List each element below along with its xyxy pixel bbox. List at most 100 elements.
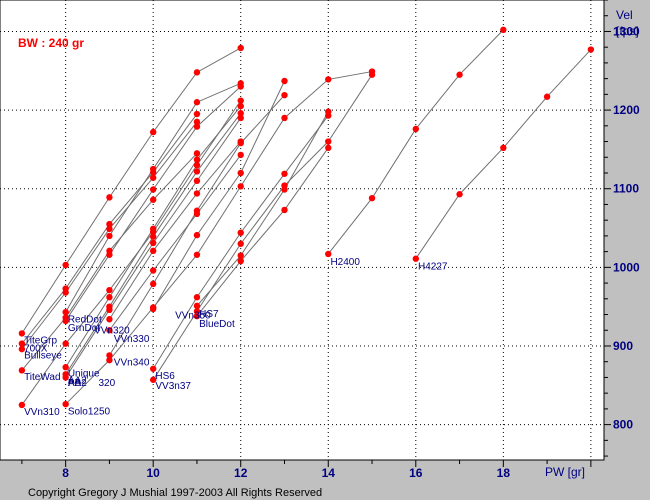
data-point (456, 191, 463, 198)
data-point (500, 26, 507, 34)
data-point (62, 340, 69, 347)
series-line-solo1250 (65, 71, 373, 405)
data-point (237, 257, 244, 265)
data-point (149, 239, 157, 247)
data-point (149, 376, 157, 383)
data-point (149, 280, 157, 288)
data-point (149, 186, 157, 193)
series-label: HS7 (199, 309, 219, 320)
y-tick-label: 900 (613, 339, 633, 353)
x-tick-label: 12 (234, 466, 248, 480)
data-point (18, 330, 26, 337)
data-point (325, 138, 332, 145)
data-point (237, 102, 244, 110)
data-point (62, 289, 69, 296)
data-point (237, 110, 244, 117)
series-line-bluedot (196, 147, 329, 317)
series-line-vv3n37 (152, 74, 373, 381)
data-point (281, 206, 288, 214)
series-label: VVn350 (175, 310, 211, 321)
data-point (149, 165, 157, 173)
series-label: VVn330 (114, 334, 150, 345)
data-point (106, 251, 113, 258)
data-point (62, 364, 69, 371)
data-point (62, 261, 69, 269)
data-point (193, 110, 201, 118)
data-point (281, 170, 288, 177)
bw-annotation: BW : 240 gr (18, 36, 84, 50)
data-point (106, 306, 113, 314)
data-point (106, 327, 113, 334)
series-label: Unique (68, 369, 100, 380)
ticks: 8 10 12 14 16 18 800 900 1000 1100 1200 1300 (21, 0, 640, 480)
data-point (281, 186, 288, 193)
data-point (62, 374, 69, 381)
data-point (325, 250, 332, 258)
data-point (62, 317, 69, 325)
data-point (149, 365, 157, 372)
series-label: TiteGrp (24, 336, 57, 347)
series-label: HS6 (155, 371, 175, 382)
series-line-vvn350 (152, 80, 285, 310)
series-label: VVn310 (24, 407, 60, 418)
data-point (325, 108, 332, 115)
data-point (106, 220, 113, 228)
data-point (193, 231, 201, 239)
data-point (281, 114, 288, 122)
data-point (149, 247, 157, 255)
data-point (18, 340, 26, 347)
plot-area (0, 0, 605, 461)
data-point (193, 177, 201, 185)
series-label: 320 (98, 378, 115, 389)
data-point (193, 118, 201, 126)
data-point (193, 156, 201, 163)
data-point (193, 207, 201, 214)
data-point (368, 71, 376, 78)
data-point (237, 151, 244, 159)
copyright-footer: Copyright Gregory J Mushial 1997-2003 Al… (28, 487, 322, 499)
x-tick-label: 10 (147, 466, 161, 480)
series-label: H2400 (330, 257, 360, 268)
data-point (412, 255, 419, 262)
data-point (106, 316, 113, 323)
y-tick-label: 1200 (613, 103, 640, 117)
y-axis-label-line1: Vel (616, 8, 633, 22)
data-point (456, 71, 463, 78)
series-label: AA2 (68, 376, 87, 387)
x-tick-label: 16 (409, 466, 423, 480)
series-label: GrnDot (68, 323, 100, 334)
data-point (237, 139, 244, 147)
data-point (281, 91, 288, 99)
data-point (237, 44, 244, 52)
data-point (18, 367, 26, 374)
data-point (149, 233, 157, 240)
data-point (543, 93, 551, 100)
data-point (193, 99, 201, 106)
data-point (325, 144, 332, 152)
x-tick-label: 14 (322, 466, 336, 480)
y-axis-label-line2: [fps] (616, 24, 639, 38)
data-point (149, 174, 157, 181)
data-point (18, 345, 26, 353)
data-point (149, 305, 157, 313)
data-point (193, 302, 201, 310)
data-point (237, 169, 244, 177)
series-label: 700X (24, 343, 48, 354)
data-point (237, 252, 244, 259)
series-label: H4227 (418, 262, 448, 273)
series-label: VVn320 (94, 325, 130, 336)
series-label: Bullseye (24, 351, 62, 362)
data-point (281, 77, 288, 85)
data-point (412, 125, 419, 133)
data-point (193, 161, 201, 169)
data-point (193, 251, 201, 258)
series-line-vvn330 (109, 154, 242, 331)
data-point (106, 294, 113, 301)
data-point (149, 196, 157, 203)
data-point (587, 46, 595, 53)
data-point (237, 114, 244, 122)
data-point (193, 190, 201, 197)
series-label: RedDot (68, 314, 102, 325)
